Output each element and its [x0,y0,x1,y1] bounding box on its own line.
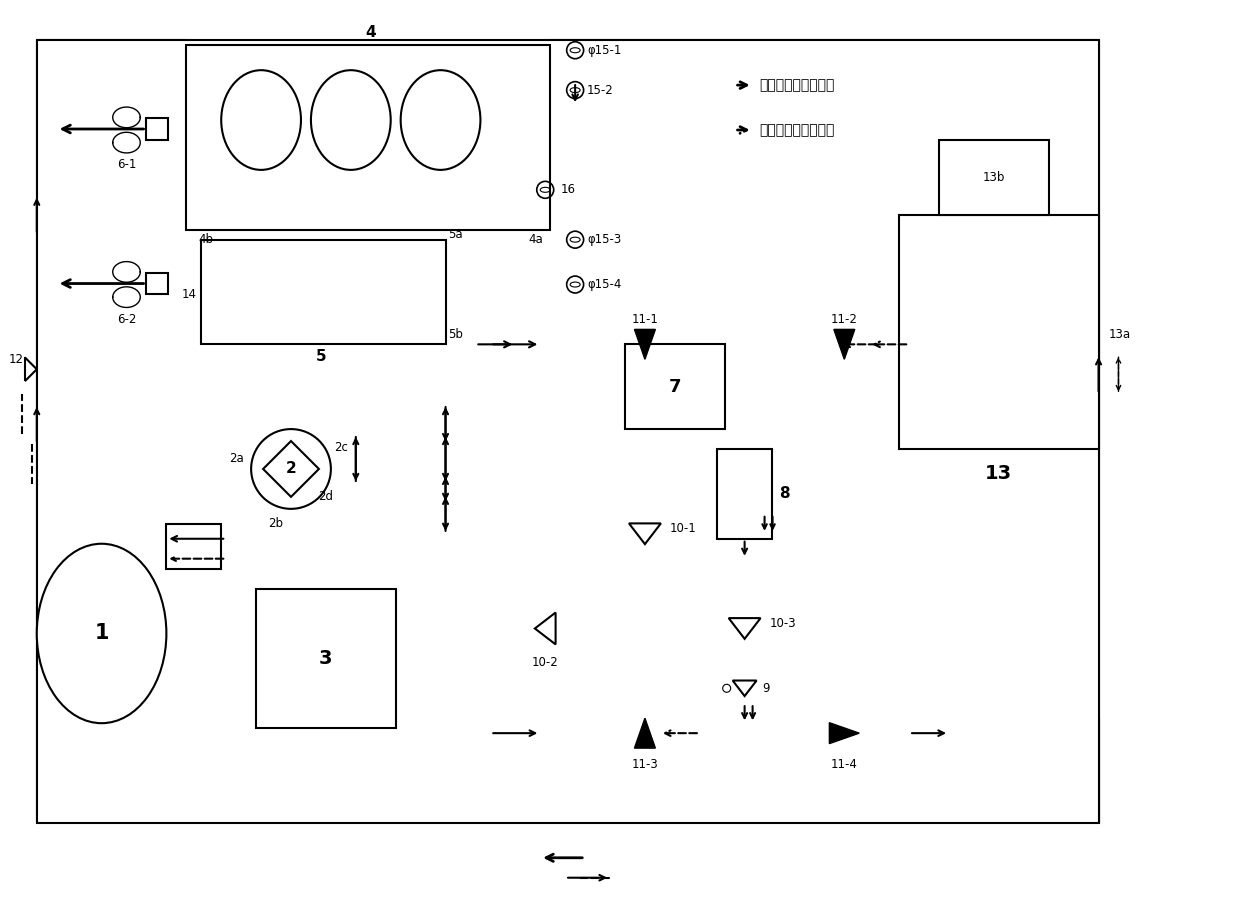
Text: 2b: 2b [269,517,284,530]
Polygon shape [833,329,854,359]
Text: 11-3: 11-3 [631,758,658,771]
Text: 5b: 5b [449,328,464,341]
Text: 13: 13 [986,464,1012,484]
Bar [37,40,1099,823]
Text: 16: 16 [560,184,575,197]
Text: 2a: 2a [229,452,243,465]
Bar [717,449,773,538]
Ellipse shape [37,544,166,723]
Text: 2d: 2d [319,491,334,504]
Text: φ15-4: φ15-4 [587,278,621,291]
Polygon shape [635,718,656,749]
Text: 2c: 2c [334,441,347,453]
Text: 5a: 5a [449,228,464,241]
Circle shape [252,429,331,509]
Text: 4a: 4a [528,233,543,246]
Text: 10-3: 10-3 [770,617,796,630]
Text: 11-2: 11-2 [831,313,858,326]
Bar [166,524,221,569]
Bar [186,46,551,229]
Text: 14: 14 [181,288,196,301]
Text: 15-2: 15-2 [587,83,614,97]
Text: 4b: 4b [198,233,213,246]
Text: 2: 2 [285,462,296,476]
Text: 12: 12 [9,353,24,366]
Polygon shape [830,723,859,744]
Text: 7: 7 [668,377,681,396]
Text: 11-4: 11-4 [831,758,858,771]
Text: 3: 3 [319,649,332,668]
Bar [201,239,445,345]
Bar [899,215,1099,449]
Text: 13a: 13a [1109,328,1131,341]
Text: 5: 5 [316,349,326,365]
Text: 4: 4 [366,26,376,40]
Bar [625,345,724,429]
Text: 1: 1 [94,623,109,643]
Text: 10-1: 10-1 [670,522,697,536]
Text: 11-1: 11-1 [631,313,658,326]
Bar [939,140,1049,215]
Text: 制冷剂冬季制热流向: 制冷剂冬季制热流向 [760,123,835,137]
Text: 13b: 13b [982,171,1006,184]
Text: 6-2: 6-2 [117,313,136,326]
Text: 6-1: 6-1 [117,158,136,172]
Bar [146,118,169,140]
Text: 制冷剂夏季制冷流向: 制冷剂夏季制冷流向 [760,78,835,92]
Bar [257,589,396,728]
Text: φ15-3: φ15-3 [587,233,621,246]
Bar [146,272,169,294]
Text: 9: 9 [763,682,770,695]
Text: 10-2: 10-2 [532,656,558,669]
Polygon shape [635,329,656,359]
Text: φ15-1: φ15-1 [587,44,621,57]
Text: 8: 8 [780,486,790,502]
